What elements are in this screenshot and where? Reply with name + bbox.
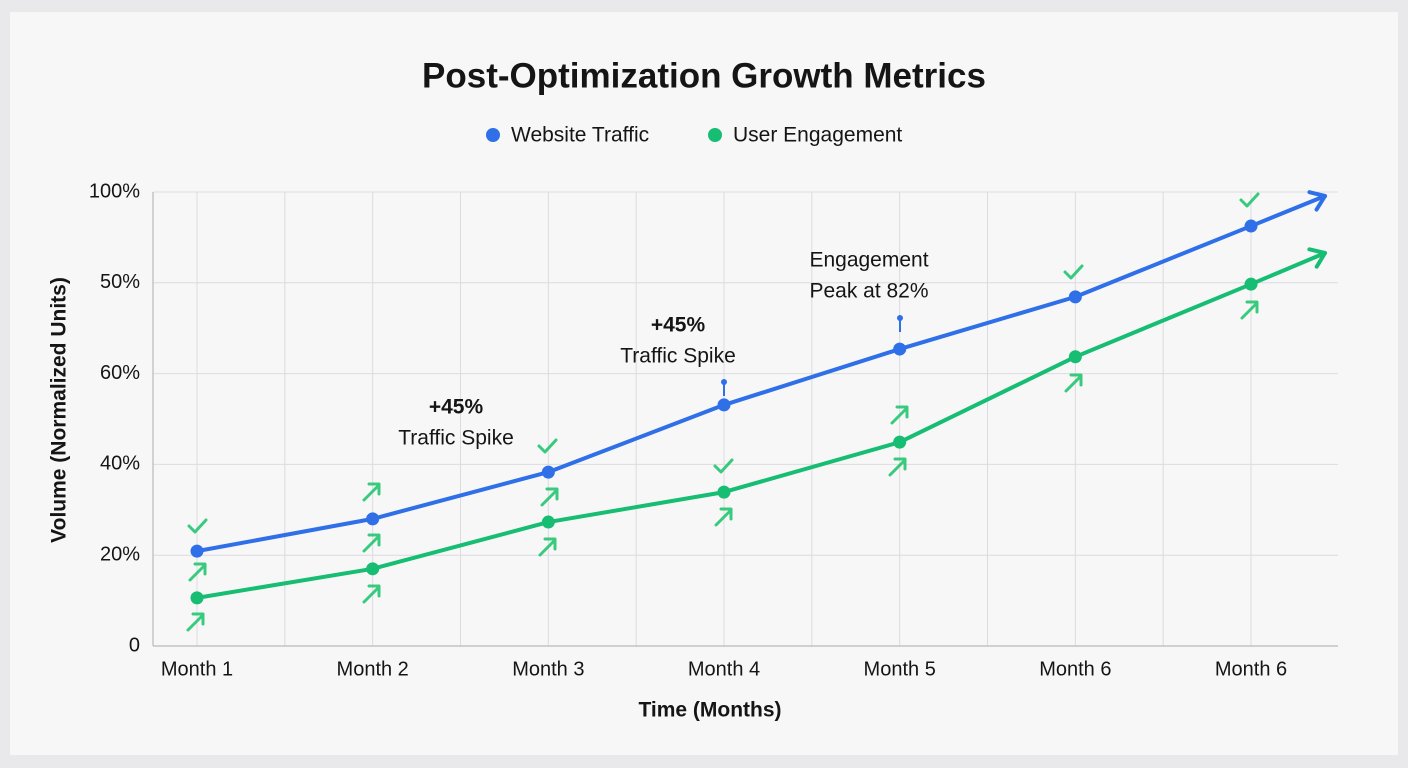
icon-arrow — [538, 537, 557, 557]
annotation-pin-head — [721, 379, 727, 385]
x-tick-label: Month 6 — [1215, 658, 1287, 680]
icon-arrow — [362, 533, 381, 553]
icon-arrow — [362, 482, 381, 502]
icon-arrow — [888, 457, 907, 477]
icon-check — [1063, 264, 1084, 280]
x-tick-label: Month 4 — [688, 658, 760, 680]
annotation-text: Traffic Spike — [398, 427, 514, 450]
x-tick-label: Month 2 — [337, 658, 409, 680]
icon-arrow — [890, 405, 909, 425]
y-tick-label: 40% — [100, 453, 140, 475]
icon-arrow — [1064, 373, 1083, 393]
legend-label: Website Traffic — [511, 124, 649, 147]
chart-title: Post-Optimization Growth Metrics — [422, 56, 986, 95]
data-point — [1068, 350, 1082, 364]
data-point — [541, 465, 555, 479]
icon-arrow — [186, 612, 205, 632]
card — [10, 12, 1398, 755]
x-tick-label: Month 3 — [512, 658, 584, 680]
data-point — [893, 342, 907, 356]
annotation-text: Engagement — [809, 249, 928, 272]
legend-marker — [486, 128, 500, 142]
arrow-head — [1307, 190, 1327, 212]
annotation-text: Peak at 82% — [809, 280, 928, 303]
annotation-text: +45% — [651, 314, 706, 337]
data-point — [1244, 277, 1258, 291]
data-point — [541, 515, 555, 529]
y-tick-label: 0 — [129, 634, 140, 656]
y-tick-label: 60% — [100, 362, 140, 384]
icon-check — [713, 458, 734, 474]
data-point — [190, 591, 204, 605]
icon-arrow — [714, 507, 733, 527]
icon-arrow — [362, 584, 381, 604]
x-tick-label: Month 1 — [161, 658, 233, 680]
icon-check — [537, 438, 558, 454]
icon-arrow — [1240, 300, 1259, 320]
annotation-text: Traffic Spike — [620, 345, 736, 368]
x-tick-label: Month 5 — [864, 658, 936, 680]
legend-marker — [708, 128, 722, 142]
data-point — [1244, 219, 1258, 233]
y-tick-label: 100% — [89, 180, 140, 202]
legend-label: User Engagement — [733, 124, 902, 147]
trend-extension — [1249, 251, 1327, 287]
y-tick-label: 20% — [100, 543, 140, 565]
data-point — [893, 435, 907, 449]
arrow-head — [1307, 247, 1327, 269]
data-point — [190, 544, 204, 558]
icon-check — [187, 518, 208, 534]
icon-arrow — [540, 487, 559, 507]
annotation-text: +45% — [429, 396, 484, 419]
y-axis-label: Volume (Normalized Units) — [48, 277, 71, 543]
y-tick-label: 50% — [100, 271, 140, 293]
annotation-pin-head — [897, 315, 903, 321]
data-point — [717, 398, 731, 412]
data-point — [366, 562, 380, 576]
icon-arrow — [188, 562, 207, 582]
trend-extension — [1249, 194, 1327, 229]
data-point — [366, 512, 380, 526]
x-axis-label: Time (Months) — [638, 699, 781, 722]
icon-check — [1239, 192, 1260, 208]
data-point — [717, 485, 731, 499]
data-point — [1068, 290, 1082, 304]
x-tick-label: Month 6 — [1039, 658, 1111, 680]
